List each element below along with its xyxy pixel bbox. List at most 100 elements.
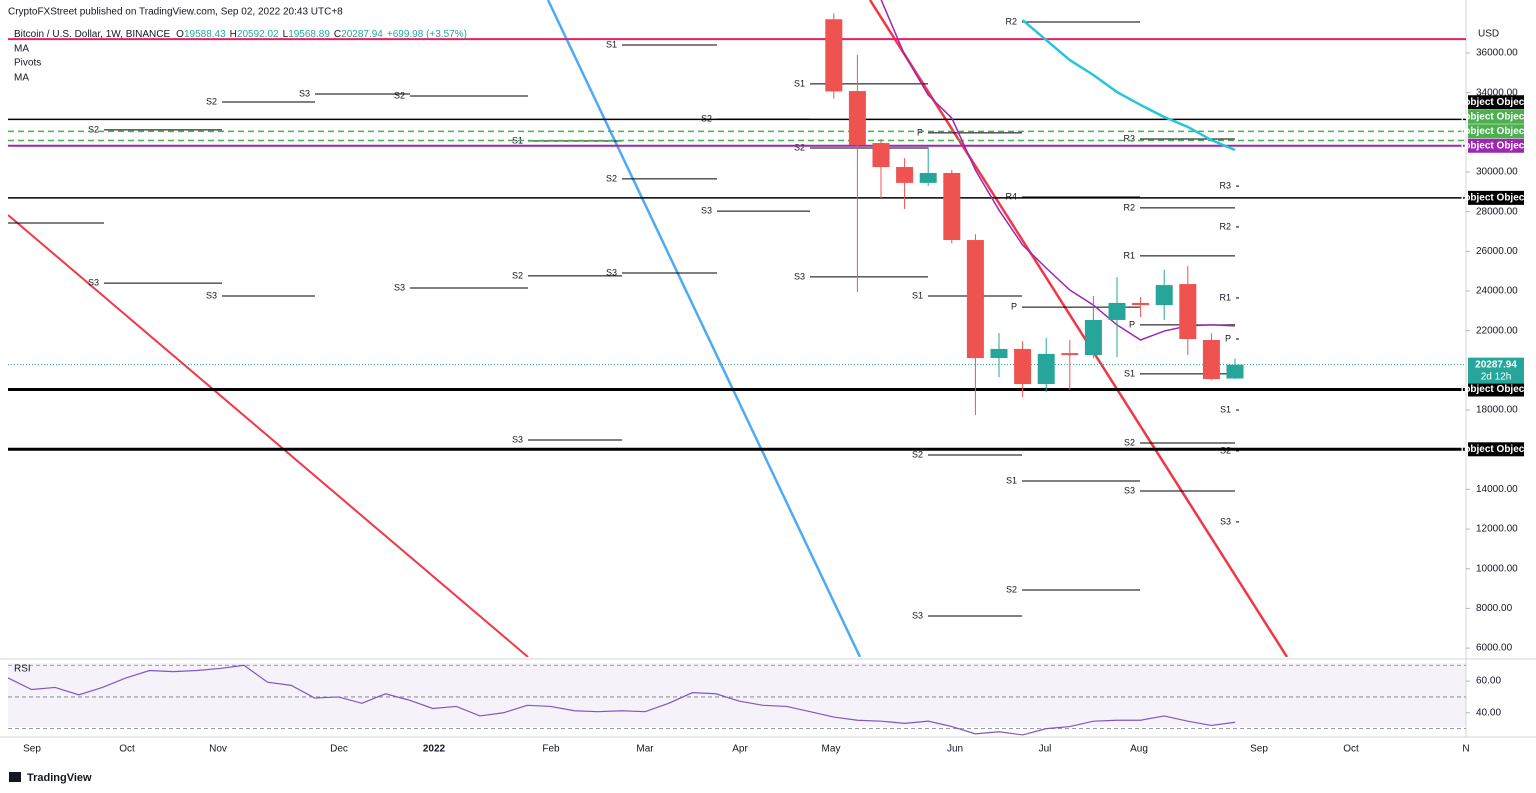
candle-body xyxy=(1014,348,1032,385)
pivot-label: S2 xyxy=(512,270,523,280)
pivot-label: R2 xyxy=(1219,221,1231,231)
price-box xyxy=(1468,357,1524,384)
candle-body xyxy=(919,172,937,183)
pivot-label: P xyxy=(1225,333,1231,343)
moving-average xyxy=(880,0,1236,341)
pivot-label: S3 xyxy=(1220,516,1231,526)
price-box-label: [object Object] xyxy=(1461,193,1531,204)
y-tick-label: 30000.00 xyxy=(1476,167,1518,178)
y-tick-label: 26000.00 xyxy=(1476,246,1518,257)
ohlc-label: C xyxy=(334,29,341,40)
trend-line xyxy=(868,0,1289,657)
pivot-label: S2 xyxy=(1124,437,1135,447)
pivot-label: R4 xyxy=(1005,191,1017,201)
price-box-label: [object Object] xyxy=(1461,140,1531,151)
pivot-label: P xyxy=(1011,301,1017,311)
pivot-label: P xyxy=(1129,319,1135,329)
x-tick-label: Dec xyxy=(330,744,348,755)
pivot-label: R3 xyxy=(1219,180,1231,190)
ohlc-label: L xyxy=(283,29,289,40)
candle-body xyxy=(1108,302,1126,320)
x-tick-label: N xyxy=(1462,744,1469,755)
pivot-label: S1 xyxy=(1124,368,1135,378)
indicator: MA xyxy=(14,73,29,84)
pivot-label: S2 xyxy=(606,173,617,183)
y-tick-label: 6000.00 xyxy=(1476,643,1513,654)
pivot-label: S2 xyxy=(912,449,923,459)
logo-icon xyxy=(9,772,21,782)
candle-body xyxy=(990,348,1008,359)
pivot-label: S1 xyxy=(794,78,805,88)
pivot-label: R1 xyxy=(1219,292,1231,302)
pivot-label: S3 xyxy=(394,282,405,292)
y-tick-label: 60.00 xyxy=(1476,676,1501,687)
candle-body xyxy=(1155,285,1173,306)
pivot-label: S2 xyxy=(701,113,712,123)
pivot-label: S3 xyxy=(206,290,217,300)
x-tick-label: Sep xyxy=(23,744,41,755)
price-box xyxy=(1468,442,1524,457)
pivot-label: S3 xyxy=(512,434,523,444)
pivot-label: R1 xyxy=(1123,250,1135,260)
y-tick-label: 10000.00 xyxy=(1476,563,1518,574)
candle-body xyxy=(966,240,984,359)
pivot-label: R2 xyxy=(1123,202,1135,212)
x-tick-label: 2022 xyxy=(423,744,446,755)
brand: TradingView xyxy=(27,772,92,784)
candle-body xyxy=(1132,302,1150,306)
rsi-band xyxy=(8,663,1466,727)
countdown: 2d 12h xyxy=(1481,371,1512,382)
pivot-label: S3 xyxy=(912,610,923,620)
y-tick-label: 24000.00 xyxy=(1476,286,1518,297)
candle-body xyxy=(1084,319,1102,356)
y-tick-label: 34000.00 xyxy=(1476,87,1518,98)
moving-average xyxy=(1021,19,1236,152)
ohlc-value: 20592.02 xyxy=(237,29,279,40)
rsi-title: RSI xyxy=(14,664,31,675)
ohlc-label: H xyxy=(230,29,237,40)
x-tick-label: Jun xyxy=(947,744,963,755)
x-tick-label: Mar xyxy=(636,744,654,755)
pivot-label: S2 xyxy=(1006,584,1017,594)
candle-body xyxy=(848,91,866,146)
pivot-label: R2 xyxy=(1005,16,1017,26)
pivot-label: S3 xyxy=(606,267,617,277)
pivot-label: S3 xyxy=(701,205,712,215)
pivot-label: S2 xyxy=(206,96,217,106)
pivot-label: S2 xyxy=(394,90,405,100)
symbol: Bitcoin / U.S. Dollar, 1W, BINANCE xyxy=(14,29,170,40)
x-tick-label: Oct xyxy=(1343,744,1359,755)
price-box-label: [object Object] xyxy=(1461,384,1531,395)
ohlc-value: 19588.43 xyxy=(184,29,226,40)
price-box xyxy=(1468,382,1524,397)
rsi-line xyxy=(8,664,1236,736)
candle-body xyxy=(896,167,914,183)
x-tick-label: Oct xyxy=(119,744,135,755)
candle-body xyxy=(1226,364,1244,379)
y-tick-label: 12000.00 xyxy=(1476,524,1518,535)
x-tick-label: Nov xyxy=(209,744,227,755)
indicator: MA xyxy=(14,44,29,55)
pivot-label: S2 xyxy=(794,142,805,152)
pivot-label: S2 xyxy=(88,124,99,134)
pivot-label: S3 xyxy=(299,88,310,98)
price-box-label: [object Object] xyxy=(1461,444,1531,455)
rsi-area xyxy=(8,664,1466,736)
y-tick-label: 40.00 xyxy=(1476,707,1501,718)
price-box xyxy=(1468,109,1524,124)
y-tick-label: 8000.00 xyxy=(1476,603,1513,614)
publisher: CryptoFXStreet published on TradingView.… xyxy=(8,7,343,18)
x-tick-label: Aug xyxy=(1130,744,1148,755)
currency: USD xyxy=(1478,29,1499,40)
pivot-label: S1 xyxy=(1006,475,1017,485)
x-tick-label: Sep xyxy=(1250,744,1268,755)
price-box-label: 20287.94 xyxy=(1475,359,1517,370)
pivot-label: S1 xyxy=(1220,404,1231,414)
change: +699.98 (+3.57%) xyxy=(387,29,467,40)
price-box xyxy=(1468,138,1524,153)
y-tick-label: 22000.00 xyxy=(1476,325,1518,336)
trend-line xyxy=(8,214,529,657)
pivot-label: S3 xyxy=(1124,485,1135,495)
pivot-label: S3 xyxy=(794,271,805,281)
